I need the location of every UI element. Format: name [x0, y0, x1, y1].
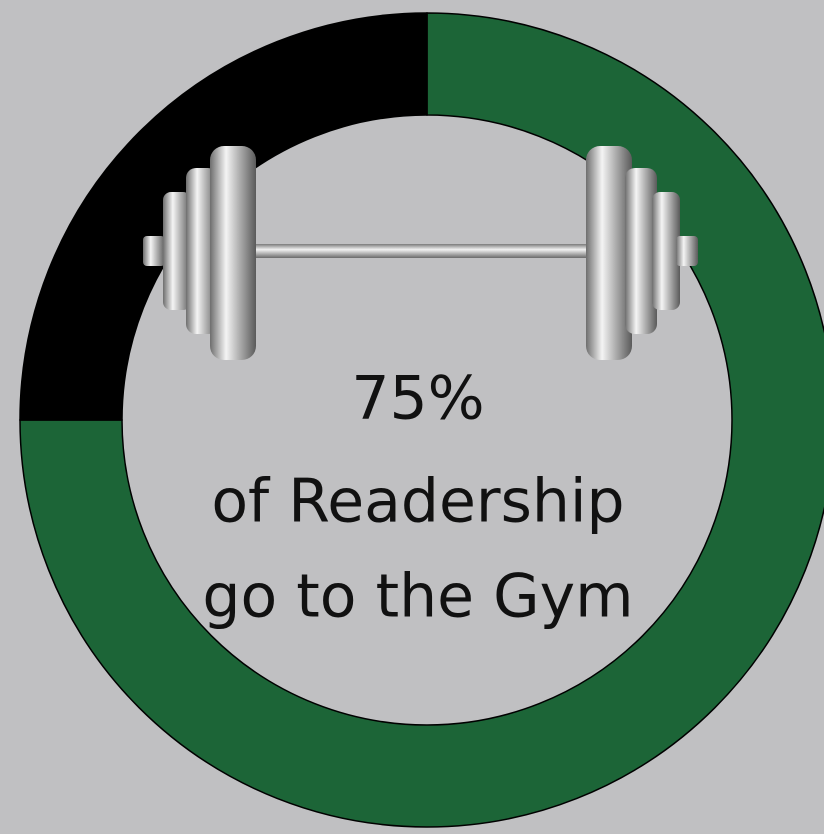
barbell-rod [150, 244, 690, 258]
value-label: 75% [351, 364, 484, 434]
barbell-icon [143, 146, 698, 360]
barbell-plate [586, 146, 632, 360]
barbell-plate [163, 192, 191, 310]
donut-segment [19, 12, 428, 421]
caption-line: go to the Gym [202, 562, 633, 632]
barbell-plate [210, 146, 256, 360]
caption-line: of Readership [211, 467, 624, 537]
donut [19, 12, 824, 828]
barbell-plate [625, 168, 657, 334]
barbell-plate [652, 192, 680, 310]
donut-segment [19, 12, 824, 828]
barbell-collar [143, 236, 165, 266]
barbell-collar [676, 236, 698, 266]
